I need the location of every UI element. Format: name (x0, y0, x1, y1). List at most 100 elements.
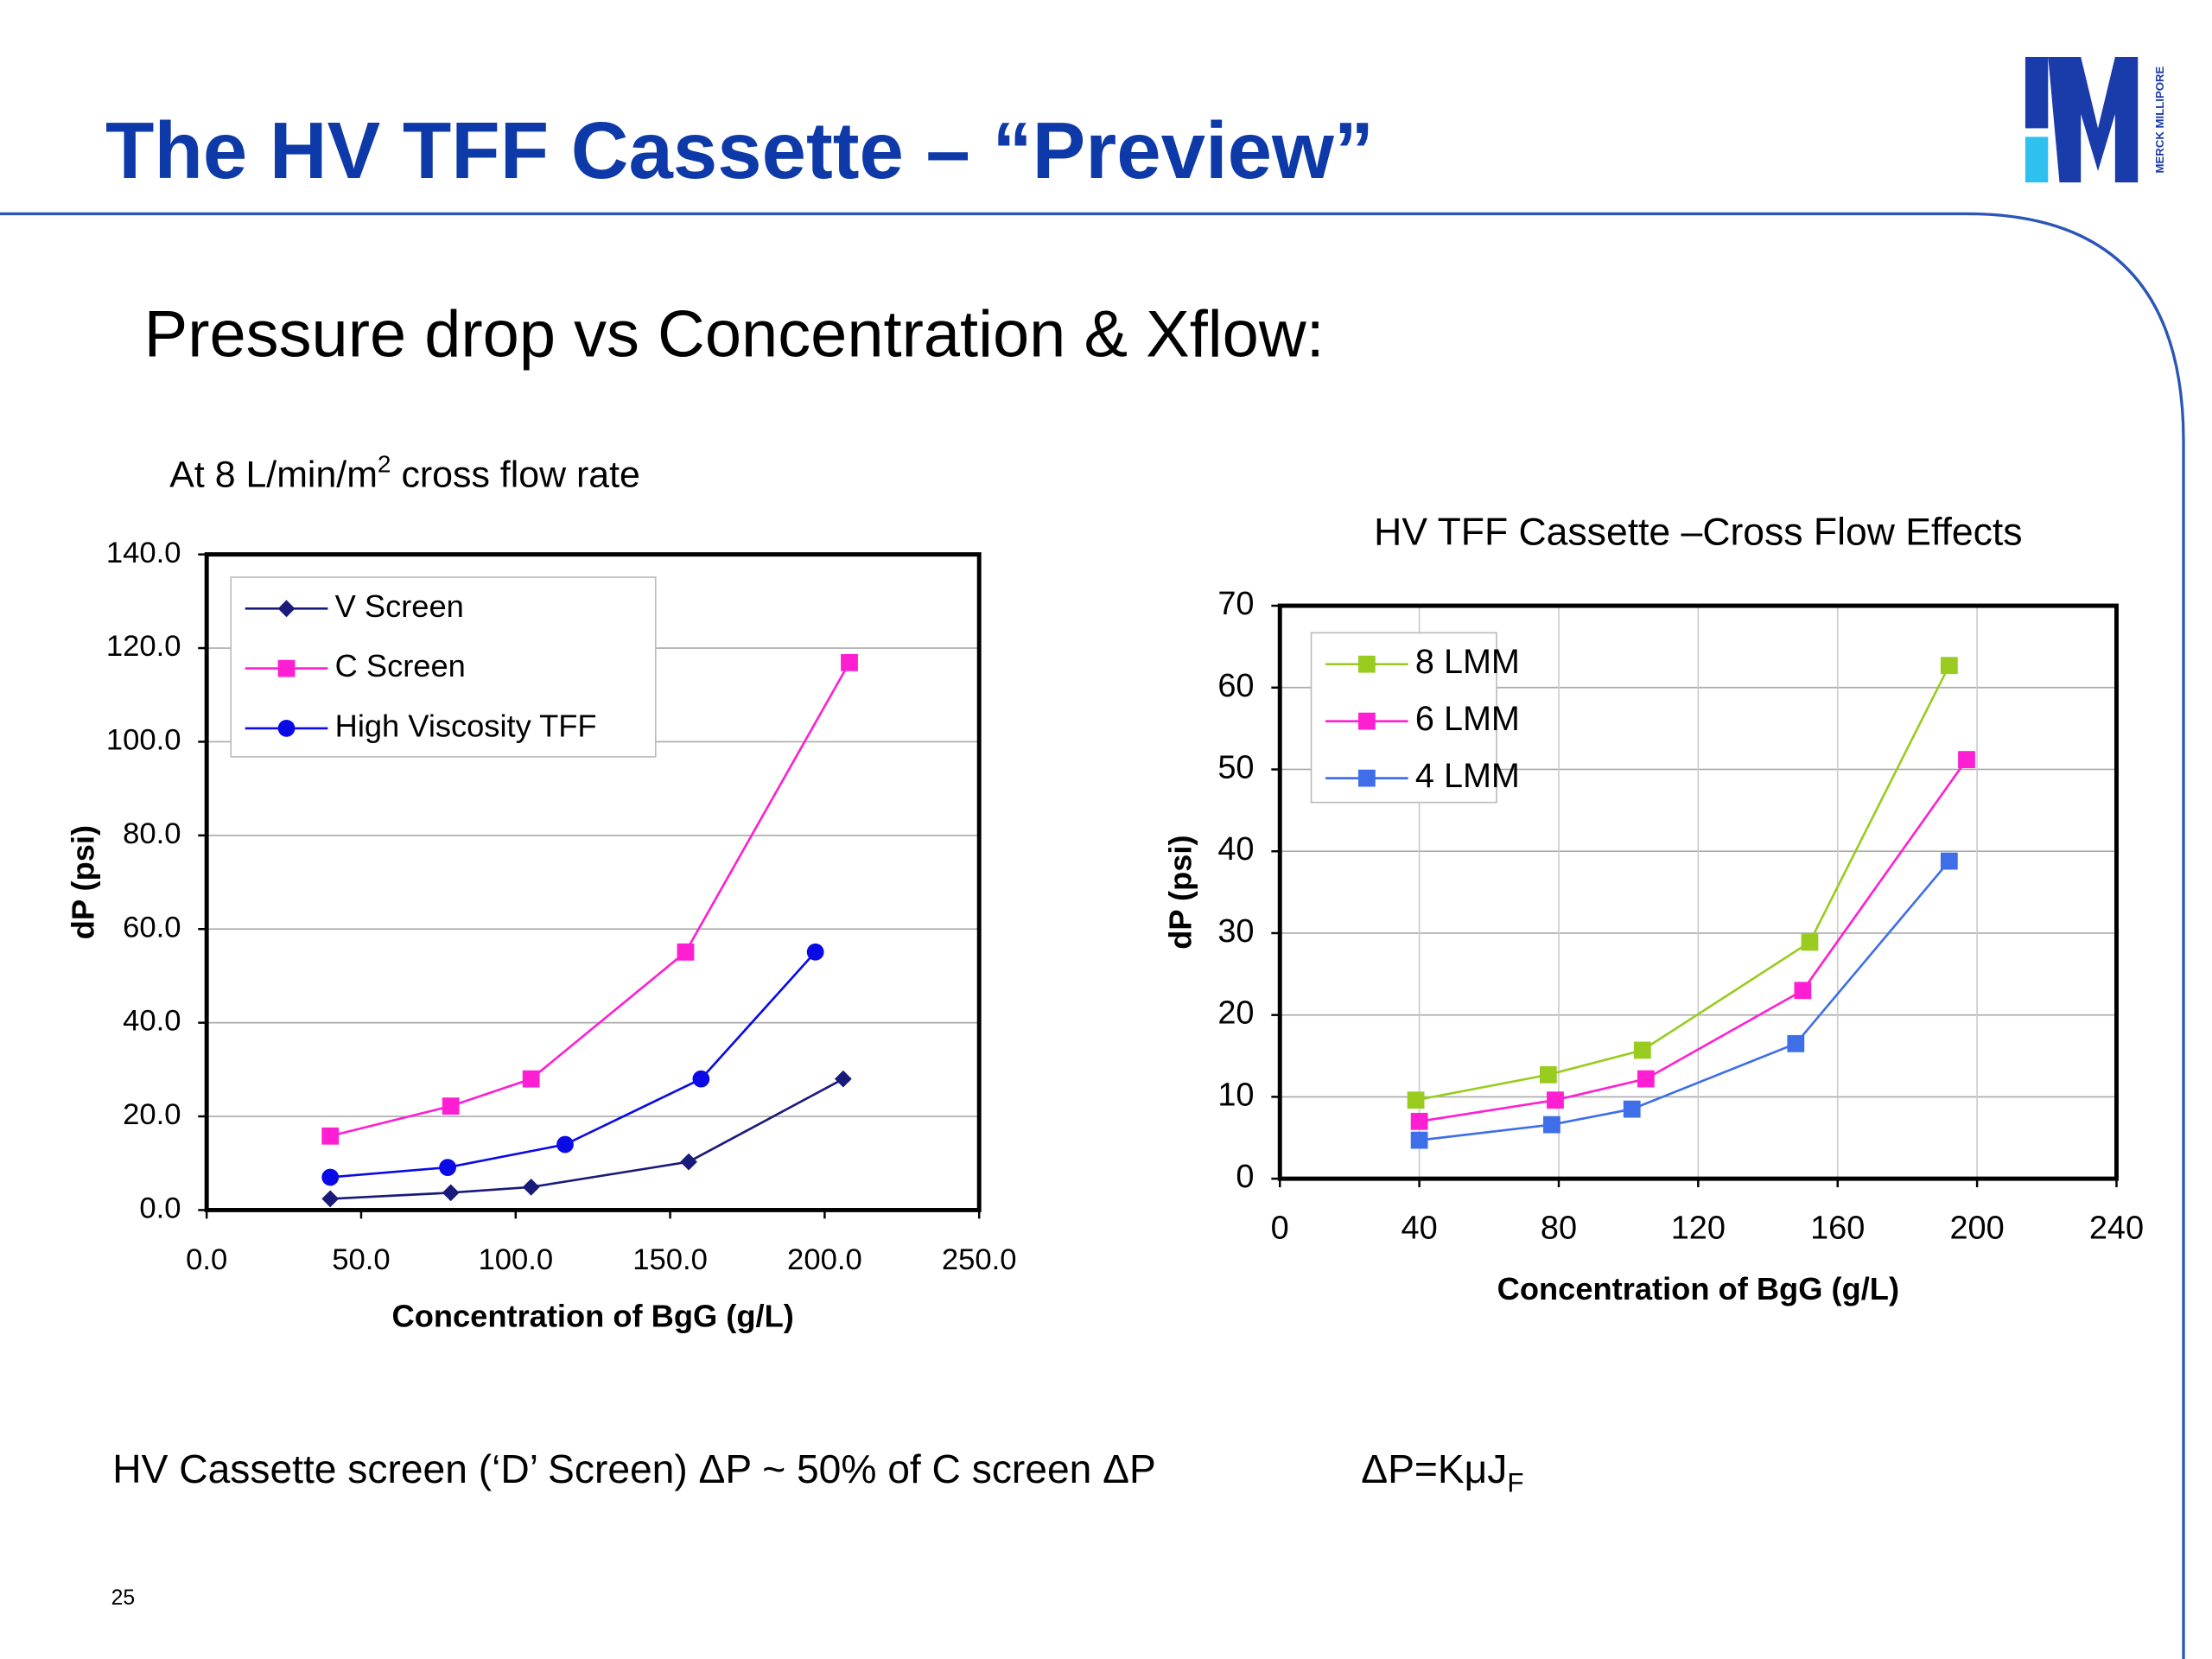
caption-sup: 2 (378, 451, 391, 478)
y-axis-label: dP (psi) (66, 825, 101, 939)
logo-text: MERCK MILLIPORE (2153, 66, 2166, 173)
x-tick-label: 150.0 (632, 1243, 708, 1276)
series-line (1419, 759, 1968, 1123)
y-tick-label: 140.0 (106, 537, 181, 569)
left-caption: At 8 L/min/m2 cross flow rate (169, 451, 640, 496)
y-tick-label: 40 (1217, 831, 1254, 868)
plot-frame (204, 552, 982, 1212)
x-tick-label: 160 (1810, 1211, 1865, 1247)
y-tick-label: 70 (1217, 586, 1254, 622)
legend-marker (277, 600, 296, 618)
x-tick-label: 200 (1949, 1211, 2004, 1247)
slide-subtitle: Pressure drop vs Concentration & Xflow: (144, 298, 1325, 372)
caption-text: At 8 L/min/m (169, 454, 378, 496)
y-tick-label: 20 (1217, 995, 1254, 1032)
series-line (330, 1077, 844, 1200)
marker (1637, 1070, 1655, 1088)
marker (1543, 1116, 1560, 1134)
chart-title: HV TFF Cassette –Cross Flow Effects (1374, 511, 2022, 553)
marker (442, 1184, 460, 1202)
logo-m (2048, 56, 2139, 183)
x-tick-label: 0.0 (186, 1243, 227, 1276)
x-tick-label: 120 (1671, 1211, 1726, 1247)
y-tick-label: 10 (1217, 1077, 1254, 1113)
marker (1940, 852, 1958, 870)
x-axis-label: Concentration of BgG (g/L) (1497, 1271, 1899, 1306)
y-tick-label: 60.0 (123, 911, 181, 944)
marker (677, 943, 695, 961)
marker (680, 1153, 697, 1171)
y-tick-label: 0.0 (139, 1192, 181, 1225)
marker (1410, 1131, 1428, 1149)
legend-label: C Screen (335, 648, 466, 683)
y-tick-label: 20.0 (123, 1098, 181, 1131)
y-tick-label: 100.0 (106, 724, 181, 757)
footer-note: HV Cassette screen (‘D’ Screen) ΔP ~ 50%… (112, 1446, 1155, 1491)
marker (1633, 1041, 1651, 1059)
legend-marker (277, 659, 296, 677)
x-tick-label: 250.0 (942, 1243, 1017, 1276)
formula-text: ΔP=KμJ (1361, 1446, 1507, 1491)
y-tick-label: 30 (1217, 913, 1254, 950)
formula-sub: F (1507, 1468, 1523, 1498)
legend-box (1310, 632, 1497, 804)
marker (522, 1178, 540, 1196)
marker (321, 1127, 340, 1145)
marker (442, 1097, 460, 1115)
legend-marker (277, 719, 296, 737)
x-tick-label: 80 (1541, 1211, 1577, 1247)
chart: 0 10 20 30 40 50 60 70 0 40 80 120 160 200 240 HV TFF C… (1163, 511, 2144, 1306)
marker (1539, 1065, 1557, 1084)
slide-title: The HV TFF Cassette – “Preview” (105, 105, 1374, 195)
logo-bar (2024, 56, 2049, 129)
marker (1407, 1091, 1425, 1109)
y-tick-label: 80.0 (123, 817, 181, 850)
x-tick-label: 50.0 (332, 1243, 390, 1276)
marker (841, 653, 858, 671)
marker (834, 1070, 852, 1088)
x-tick-label: 200.0 (787, 1243, 862, 1276)
x-tick-label: 40 (1402, 1211, 1438, 1247)
marker (321, 1190, 340, 1208)
legend-label: High Viscosity TFF (335, 708, 597, 743)
legend-label: V Screen (335, 588, 464, 624)
marker (1801, 933, 1819, 951)
marker (1410, 1112, 1428, 1130)
marker (1958, 751, 1975, 769)
legend-marker (1357, 655, 1376, 673)
legend-marker (1357, 712, 1376, 730)
page-number: 25 (111, 1586, 136, 1610)
y-tick-label: 0 (1236, 1159, 1254, 1195)
marker (692, 1070, 710, 1088)
series-line (1419, 860, 1950, 1141)
x-axis-label: Concentration of BgG (g/L) (392, 1298, 794, 1333)
marker (439, 1159, 457, 1176)
legend-label: 6 LMM (1415, 700, 1520, 738)
y-tick-label: 50 (1217, 750, 1254, 786)
marker (1547, 1091, 1564, 1109)
marker (321, 1168, 340, 1186)
legend-label: 8 LMM (1415, 643, 1520, 681)
y-tick-label: 60 (1217, 668, 1254, 704)
y-tick-label: 40.0 (123, 1005, 181, 1038)
logo-bar (2024, 137, 2049, 183)
x-tick-label: 240 (2089, 1211, 2144, 1247)
chart: 0.0 20.0 40.0 60.0 80.0 100.0 120.0 140.0 0.0 50.… (66, 537, 1017, 1334)
footer-formula: ΔP=KμJF (1361, 1446, 1523, 1498)
plot-frame (1277, 603, 2119, 1181)
x-tick-label: 0 (1271, 1211, 1289, 1247)
marker (806, 943, 824, 961)
marker (1794, 982, 1812, 1000)
x-tick-label: 100.0 (478, 1243, 553, 1276)
caption-text: cross flow rate (391, 454, 640, 496)
marker (556, 1135, 574, 1154)
marker (1623, 1100, 1641, 1118)
marker (1940, 657, 1958, 675)
legend-box (230, 576, 657, 758)
legend-label: 4 LMM (1415, 757, 1520, 795)
slide-frame (0, 212, 2185, 1659)
legend-marker (1357, 769, 1376, 787)
marker (1787, 1034, 1805, 1052)
marker (522, 1070, 540, 1088)
